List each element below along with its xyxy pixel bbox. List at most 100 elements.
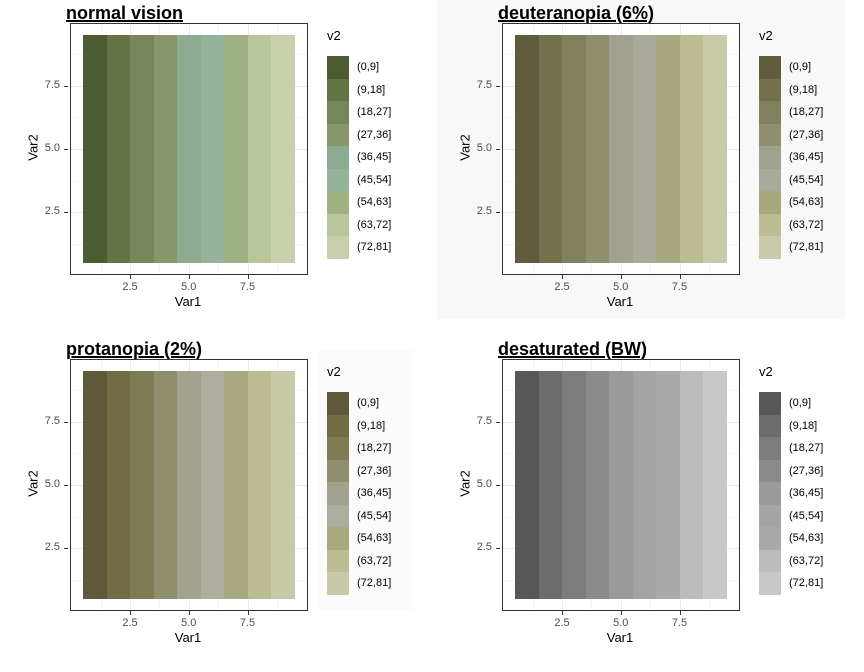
x-tick-label: 2.5 xyxy=(554,281,570,293)
legend-label-7: (54,63] xyxy=(789,196,824,208)
legend-key-7 xyxy=(759,191,781,214)
x-tick-label: 5.0 xyxy=(181,617,197,629)
heatmap-band-1 xyxy=(83,35,107,263)
legend-key-2 xyxy=(327,78,349,101)
heatmap-band-6 xyxy=(632,35,656,263)
plot-area xyxy=(70,359,308,611)
legend-key-1 xyxy=(759,392,781,415)
x-tick-mark xyxy=(247,611,249,615)
legend-label-3: (18,27] xyxy=(357,442,392,454)
x-tick-label: 7.5 xyxy=(239,281,256,293)
y-tick-label: 7.5 xyxy=(44,78,60,91)
legend-title: v2 xyxy=(759,364,773,379)
heatmap-band-1 xyxy=(515,35,539,263)
legend-key-3 xyxy=(327,101,349,124)
plot-area xyxy=(502,359,740,611)
legend-label-8: (63,72] xyxy=(357,218,392,231)
heatmap-bands xyxy=(515,371,727,599)
y-axis-title: Var2 xyxy=(25,134,41,161)
y-tick-label: 5.0 xyxy=(44,142,60,154)
plot-area xyxy=(70,23,308,275)
legend-key-5 xyxy=(759,482,781,505)
legend-key-3 xyxy=(327,437,349,460)
legend-key-5 xyxy=(327,482,349,505)
heatmap-band-5 xyxy=(609,35,633,263)
y-tick-mark xyxy=(496,149,500,150)
legend-key-6 xyxy=(759,168,781,191)
legend-key-4 xyxy=(759,123,781,146)
heatmap-band-4 xyxy=(153,371,177,599)
heatmap-band-6 xyxy=(200,35,224,263)
heatmap-bands xyxy=(515,35,727,263)
heatmap-band-9 xyxy=(703,35,727,263)
legend-label-3: (18,27] xyxy=(789,442,824,454)
legend-title: v2 xyxy=(327,28,341,43)
legend-key-9 xyxy=(327,236,349,259)
legend-label-6: (45,54] xyxy=(789,509,824,522)
x-tick-mark xyxy=(679,611,681,615)
legend-key-6 xyxy=(759,504,781,527)
y-tick-label: 7.5 xyxy=(44,414,60,427)
legend-label-8: (63,72] xyxy=(357,554,392,567)
panel-title: desaturated (BW) xyxy=(498,339,648,359)
x-tick-mark xyxy=(130,275,131,279)
x-tick-label: 5.0 xyxy=(613,281,629,293)
legend-key-8 xyxy=(327,213,349,236)
x-tick-mark xyxy=(620,611,622,615)
heatmap-band-9 xyxy=(271,371,295,599)
y-tick-label: 2.5 xyxy=(44,541,60,554)
legend-label-4: (27,36] xyxy=(789,128,824,141)
legend-label-7: (54,63] xyxy=(357,196,392,208)
y-tick-label: 5.0 xyxy=(476,142,492,154)
y-tick-mark xyxy=(64,485,68,486)
legend-key-8 xyxy=(759,549,781,572)
legend-key-7 xyxy=(327,191,349,214)
legend-label-6: (45,54] xyxy=(357,173,392,186)
heatmap-band-3 xyxy=(130,371,154,599)
x-tick-mark xyxy=(247,275,249,279)
panel-title: protanopia (2%) xyxy=(66,339,203,359)
y-tick-label: 5.0 xyxy=(476,478,492,490)
panel-desaturated: desaturated (BW) 2.5 5.0 7.5 7.5 5.0 2.5 Var1 Va… xyxy=(432,336,864,672)
panel-deuteranopia: deuteranopia (6%) 2.5 5.0 7.5 7.5 5.0 2.5 Var1 V… xyxy=(432,0,864,336)
legend-label-7: (54,63] xyxy=(789,532,824,544)
legend-key-7 xyxy=(759,527,781,550)
y-tick-mark xyxy=(496,421,500,423)
legend-label-1: (0,9] xyxy=(789,397,812,409)
legend-label-1: (0,9] xyxy=(357,397,380,409)
legend-key-8 xyxy=(759,213,781,236)
legend-label-5: (36,45] xyxy=(789,487,824,499)
legend-label-6: (45,54] xyxy=(357,509,392,522)
heatmap-band-7 xyxy=(224,35,248,263)
heatmap-band-3 xyxy=(562,371,586,599)
heatmap-band-4 xyxy=(153,35,177,263)
y-tick-mark xyxy=(64,548,68,550)
x-axis-title: Var1 xyxy=(174,630,202,645)
y-tick-mark xyxy=(496,85,500,87)
panel-title: normal vision xyxy=(66,3,184,23)
panel-protanopia: protanopia (2%) 2.5 5.0 7.5 7.5 5.0 2.5 Var1 Var… xyxy=(0,336,432,672)
x-tick-label: 7.5 xyxy=(239,617,256,629)
heatmap-band-7 xyxy=(224,371,248,599)
heatmap-band-2 xyxy=(538,35,562,263)
legend-label-1: (0,9] xyxy=(789,61,812,73)
y-tick-mark xyxy=(64,149,68,150)
legend-label-4: (27,36] xyxy=(357,128,392,141)
legend-title: v2 xyxy=(327,364,341,379)
heatmap-band-4 xyxy=(585,371,609,599)
legend-key-7 xyxy=(327,527,349,550)
legend-key-9 xyxy=(759,236,781,259)
legend-label-1: (0,9] xyxy=(357,61,380,73)
x-tick-label: 2.5 xyxy=(122,617,138,629)
legend-label-4: (27,36] xyxy=(789,464,824,477)
legend-key-4 xyxy=(327,459,349,482)
legend-label-5: (36,45] xyxy=(357,487,392,499)
heatmap-band-7 xyxy=(656,371,680,599)
legend-key-9 xyxy=(759,572,781,595)
x-tick-label: 2.5 xyxy=(554,617,570,629)
heatmap-band-8 xyxy=(247,371,271,599)
legend-key-5 xyxy=(327,146,349,169)
heatmap-band-1 xyxy=(515,371,539,599)
legend-label-9: (72,81] xyxy=(789,577,824,589)
x-tick-mark xyxy=(562,611,563,615)
